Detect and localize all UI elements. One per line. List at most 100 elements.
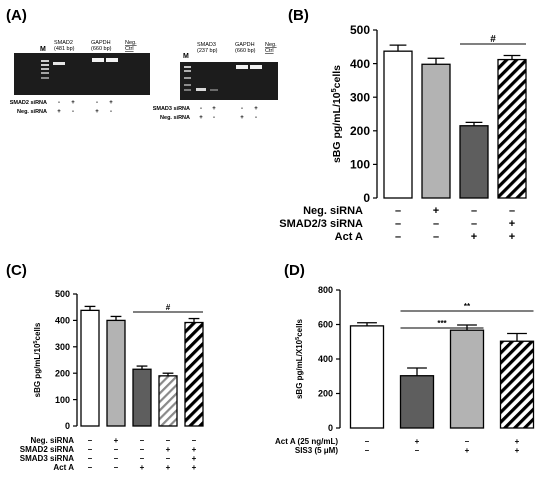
factor-row-mark: + <box>114 436 119 445</box>
bar <box>399 375 435 429</box>
factor-row-mark: + <box>515 446 520 455</box>
factor-row-mark: + <box>192 454 197 463</box>
y-tick-label: 400 <box>350 57 370 71</box>
y-tick-label: 200 <box>318 389 333 399</box>
factor-row-mark: – <box>471 218 477 230</box>
factor-row-mark: – <box>192 436 197 445</box>
gel-2-lane-label: GAPDH (660 bp) <box>235 42 256 54</box>
factor-row-mark: – <box>114 454 119 463</box>
gel-1-factor-rows: SMAD2 siRNA - + - + Neg. siRNA + - + - <box>10 100 114 115</box>
y-axis-label: sBG pg/mL/105cells <box>33 322 42 397</box>
gel-row-mark: - <box>72 109 74 115</box>
factor-row-mark: – <box>415 446 420 455</box>
bar <box>158 375 178 427</box>
significance-label: ** <box>464 302 471 311</box>
gel-2-marker: M <box>183 53 189 60</box>
gel-1-band-gapdh <box>106 58 118 62</box>
y-tick-label: 200 <box>350 124 370 138</box>
gel-row-mark: - <box>200 106 202 112</box>
bar <box>132 368 152 427</box>
gel-1-ladder-band <box>41 77 49 79</box>
y-tick-label: 200 <box>55 368 70 378</box>
gel-row-mark: - <box>110 109 112 115</box>
factor-row-mark: – <box>140 454 145 463</box>
factor-row-mark: – <box>88 445 93 454</box>
gel-2-lane-label: Neg. Ctrl <box>265 42 277 54</box>
factor-row-mark: – <box>395 218 401 230</box>
gel-2-factor-rows: SMAD3 siRNA - + - + Neg. siRNA + - + - <box>153 106 259 121</box>
gel-row-mark: + <box>240 115 244 121</box>
y-tick-label: 400 <box>55 316 70 326</box>
bar <box>499 340 535 429</box>
gel-1-ladder-band <box>41 68 49 70</box>
y-tick-label: 100 <box>350 158 370 172</box>
factor-row-mark: – <box>395 205 401 217</box>
factor-row-mark: + <box>471 231 477 243</box>
factor-row-mark: + <box>433 205 439 217</box>
factor-row-mark: + <box>192 445 197 454</box>
bar <box>106 319 126 427</box>
gel-2-band-gapdh <box>250 65 262 69</box>
y-tick-label: 600 <box>318 320 333 330</box>
gel-row-label: Neg. siRNA <box>160 115 190 121</box>
gel-1-band-smad2 <box>53 62 65 65</box>
factor-row-label: Act A <box>335 231 363 243</box>
factor-row-label: Act A <box>53 463 74 472</box>
y-tick-label: 500 <box>350 23 370 37</box>
y-tick-label: 400 <box>318 354 333 364</box>
gel-2-ladder-band <box>184 89 191 91</box>
gel-2: M SMAD3 (237 bp) GAPDH (660 bp) Neg. Ctrl S… <box>153 42 278 121</box>
y-tick-label: 500 <box>55 289 70 299</box>
panel-label: (B) <box>288 7 309 24</box>
gel-1-image <box>14 53 150 95</box>
gel-2-ladder-band <box>184 66 191 68</box>
factor-row-mark: + <box>509 218 515 230</box>
panel-c-chart: (C) 0 100 200 300 400 500 sBG pg/mL/105cells # Ne… <box>6 262 204 472</box>
factor-row-mark: – <box>166 454 171 463</box>
factor-row-label: SMAD2 siRNA <box>20 445 74 454</box>
gel-row-mark: + <box>95 109 99 115</box>
factor-row-mark: + <box>515 437 520 446</box>
gel-2-ladder-band <box>184 77 191 79</box>
factor-row-mark: – <box>465 437 470 446</box>
bar <box>349 325 385 429</box>
bar <box>421 63 451 199</box>
gel-row-mark: - <box>255 115 257 121</box>
y-tick-label: 0 <box>65 421 70 431</box>
factor-row-mark: – <box>471 205 477 217</box>
gel-row-mark: + <box>57 109 61 115</box>
gel-row-mark: + <box>199 115 203 121</box>
factor-row-label: Neg. siRNA <box>303 205 363 217</box>
gel-1-lane-label: Neg. Ctrl <box>125 40 137 52</box>
factor-row-mark: – <box>509 205 515 217</box>
factor-row-mark: + <box>166 445 171 454</box>
gel-2-ladder-band <box>184 70 191 72</box>
factor-row-label: SIS3 (5 μM) <box>295 446 338 455</box>
factor-row-label: SMAD3 siRNA <box>20 454 74 463</box>
gel-row-label: Neg. siRNA <box>17 109 47 115</box>
significance-label: *** <box>437 319 447 328</box>
gel-row-mark: + <box>71 100 75 106</box>
gel-1-lane-label: GAPDH (660 bp) <box>91 40 112 52</box>
factor-row-mark: + <box>465 446 470 455</box>
gel-2-band-smad3 <box>196 88 206 91</box>
factor-row-mark: – <box>433 231 439 243</box>
gel-1-marker: M <box>40 46 46 53</box>
panel-label: (D) <box>284 262 305 279</box>
bar <box>459 125 489 199</box>
y-axis-label: sBG pg/mL/X105cells <box>295 318 304 399</box>
factor-row-label: Act A (25 ng/mL) <box>275 437 338 446</box>
gel-2-band-smad3 <box>210 89 218 91</box>
y-tick-label: 300 <box>350 90 370 104</box>
gel-1-ladder-band <box>41 72 49 74</box>
gel-2-ladder-band <box>184 84 191 86</box>
factor-row-mark: + <box>140 463 145 472</box>
factor-row-mark: – <box>88 454 93 463</box>
gel-row-label: SMAD3 siRNA <box>153 106 190 112</box>
gel-2-lane-label: SMAD3 (237 bp) <box>197 42 218 54</box>
panel-a: (A) M SMAD2 (481 bp) GAPDH (660 bp) Neg. Ct… <box>6 7 278 121</box>
gel-row-mark: + <box>109 100 113 106</box>
gel-1-ladder-band <box>41 64 49 66</box>
factor-row-mark: + <box>415 437 420 446</box>
